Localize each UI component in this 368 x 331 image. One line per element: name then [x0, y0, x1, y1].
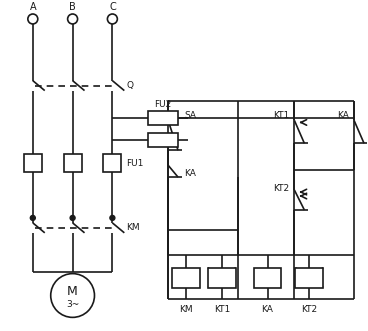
Bar	[254, 268, 282, 288]
Text: KT1: KT1	[214, 305, 230, 314]
Text: C: C	[109, 2, 116, 12]
Text: KA: KA	[184, 169, 196, 178]
Bar	[296, 268, 323, 288]
Circle shape	[30, 215, 35, 220]
Text: 3~: 3~	[66, 300, 79, 309]
Circle shape	[107, 14, 117, 24]
Text: KM: KM	[126, 223, 140, 232]
Circle shape	[68, 14, 78, 24]
Text: FU2: FU2	[155, 100, 172, 109]
Bar	[24, 154, 42, 172]
Text: B: B	[69, 2, 76, 12]
Text: FU1: FU1	[126, 159, 144, 168]
Text: M: M	[67, 285, 78, 298]
Bar	[148, 133, 178, 147]
Text: KT2: KT2	[301, 305, 317, 314]
Bar	[64, 154, 82, 172]
Bar	[148, 112, 178, 125]
Circle shape	[110, 215, 115, 220]
Text: KT2: KT2	[273, 184, 290, 193]
Circle shape	[51, 274, 95, 317]
Text: Q: Q	[126, 81, 133, 90]
Text: KT1: KT1	[273, 111, 290, 120]
Text: A: A	[29, 2, 36, 12]
Text: KA: KA	[262, 305, 273, 314]
Bar	[208, 268, 236, 288]
Circle shape	[28, 14, 38, 24]
Text: KM: KM	[179, 305, 193, 314]
Text: KA: KA	[337, 111, 349, 120]
Bar	[103, 154, 121, 172]
Bar	[172, 268, 200, 288]
Circle shape	[70, 215, 75, 220]
Text: SA: SA	[184, 111, 196, 120]
